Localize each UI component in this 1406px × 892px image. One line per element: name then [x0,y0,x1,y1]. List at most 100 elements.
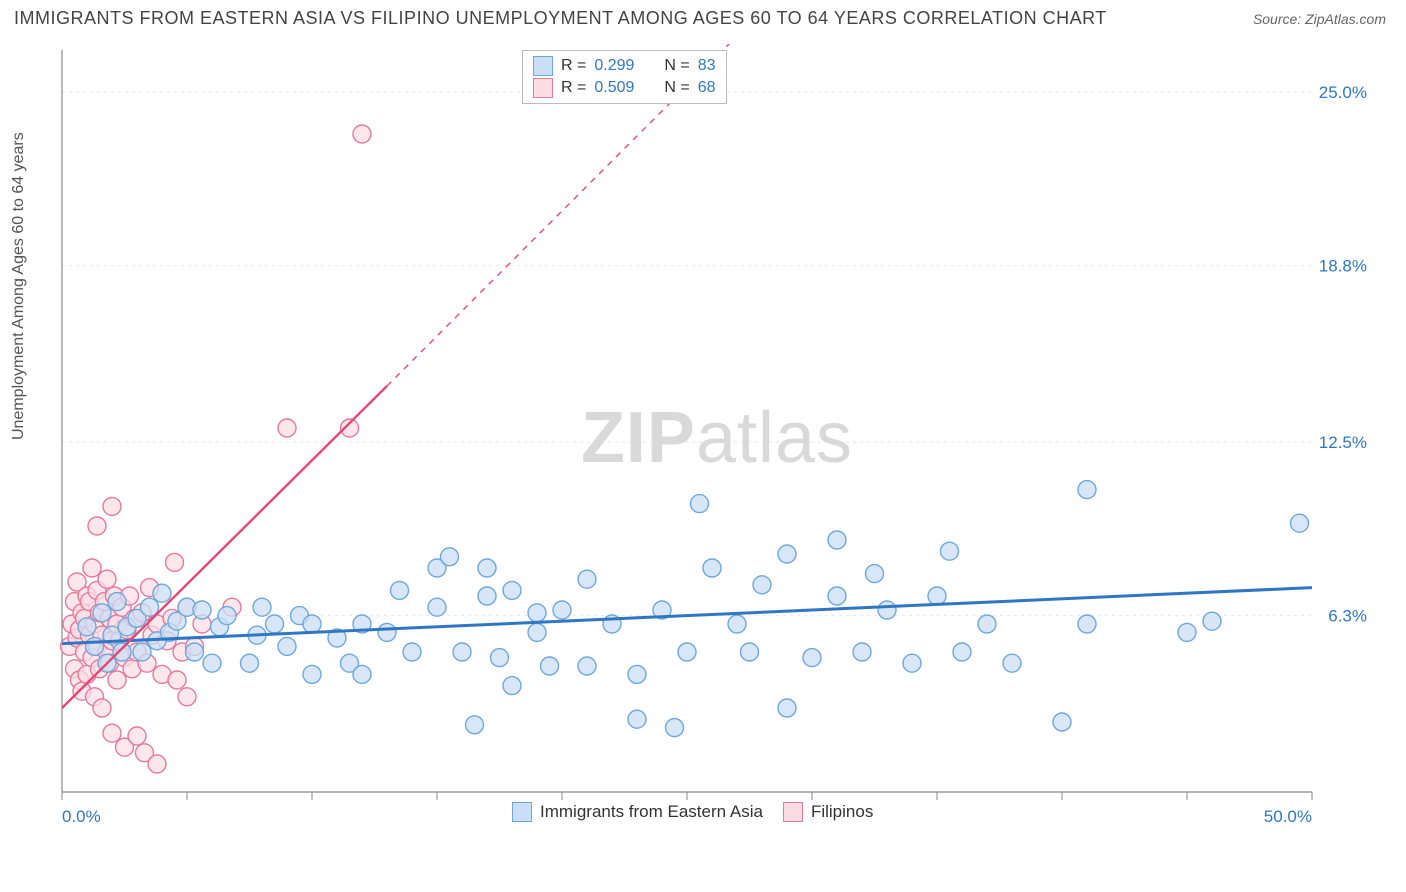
trend-line [62,588,1312,644]
legend-r-value: 0.509 [594,77,634,99]
y-tick-label: 25.0% [1319,83,1367,102]
data-point [528,604,546,622]
data-point [88,517,106,535]
data-point [428,598,446,616]
data-point [666,719,684,737]
data-point [168,671,186,689]
data-point [828,587,846,605]
data-point [98,570,116,588]
data-point [103,724,121,742]
data-point [378,623,396,641]
data-point [1178,623,1196,641]
data-point [778,699,796,717]
data-point [628,665,646,683]
data-point [113,643,131,661]
data-point [1078,615,1096,633]
data-point [703,559,721,577]
data-point [353,125,371,143]
data-point [828,531,846,549]
legend-n-value: 68 [698,77,716,99]
legend-swatch [783,802,803,822]
data-point [86,637,104,655]
legend-series-name: Immigrants from Eastern Asia [540,802,763,822]
data-point [186,643,204,661]
data-point [83,559,101,577]
legend-n-label: N = [664,77,689,99]
data-point [1003,654,1021,672]
legend-series-name: Filipinos [811,802,873,822]
data-point [478,587,496,605]
data-point [78,618,96,636]
data-point [1078,481,1096,499]
data-point [108,671,126,689]
data-point [503,677,521,695]
legend-r-value: 0.299 [594,55,634,77]
x-tick-label: 0.0% [62,807,101,826]
legend-swatch [533,56,553,76]
data-point [503,581,521,599]
legend-n-label: N = [664,55,689,77]
chart-plot-area: ZIPatlas 6.3%12.5%18.8%25.0%0.0%50.0% R … [52,44,1382,832]
data-point [93,604,111,622]
data-point [691,495,709,513]
legend-n-value: 83 [698,55,716,77]
legend-r-label: R = [561,55,586,77]
y-tick-label: 18.8% [1319,257,1367,276]
data-point [578,570,596,588]
data-point [491,649,509,667]
data-point [466,716,484,734]
data-point [778,545,796,563]
chart-title: IMMIGRANTS FROM EASTERN ASIA VS FILIPINO… [14,8,1107,29]
data-point [866,565,884,583]
data-point [541,657,559,675]
data-point [953,643,971,661]
data-point [941,542,959,560]
data-point [266,615,284,633]
legend-series: Immigrants from Eastern Asia Filipinos [512,802,873,822]
legend-r-label: R = [561,77,586,99]
data-point [1291,514,1309,532]
data-point [741,643,759,661]
x-tick-label: 50.0% [1264,807,1312,826]
data-point [193,601,211,619]
data-point [678,643,696,661]
data-point [391,581,409,599]
data-point [166,553,184,571]
data-point [303,665,321,683]
data-point [203,654,221,672]
legend-swatch [533,78,553,98]
data-point [441,548,459,566]
data-point [728,615,746,633]
data-point [128,727,146,745]
data-point [928,587,946,605]
data-point [878,601,896,619]
data-point [353,665,371,683]
data-point [628,710,646,728]
data-point [278,637,296,655]
y-tick-label: 6.3% [1328,607,1367,626]
data-point [853,643,871,661]
data-point [403,643,421,661]
data-point [278,419,296,437]
data-point [553,601,571,619]
data-point [178,688,196,706]
y-tick-label: 12.5% [1319,433,1367,452]
data-point [133,643,151,661]
data-point [903,654,921,672]
data-point [803,649,821,667]
data-point [1053,713,1071,731]
y-axis-label: Unemployment Among Ages 60 to 64 years [10,132,28,440]
data-point [478,559,496,577]
data-point [108,593,126,611]
data-point [528,623,546,641]
trend-line [62,386,387,708]
data-point [93,699,111,717]
legend-correlation-box: R = 0.299 N = 83 R = 0.509 N = 68 [522,50,727,104]
data-point [578,657,596,675]
data-point [1203,612,1221,630]
data-point [978,615,996,633]
legend-swatch [512,802,532,822]
data-point [218,607,236,625]
data-point [148,755,166,773]
data-point [153,584,171,602]
